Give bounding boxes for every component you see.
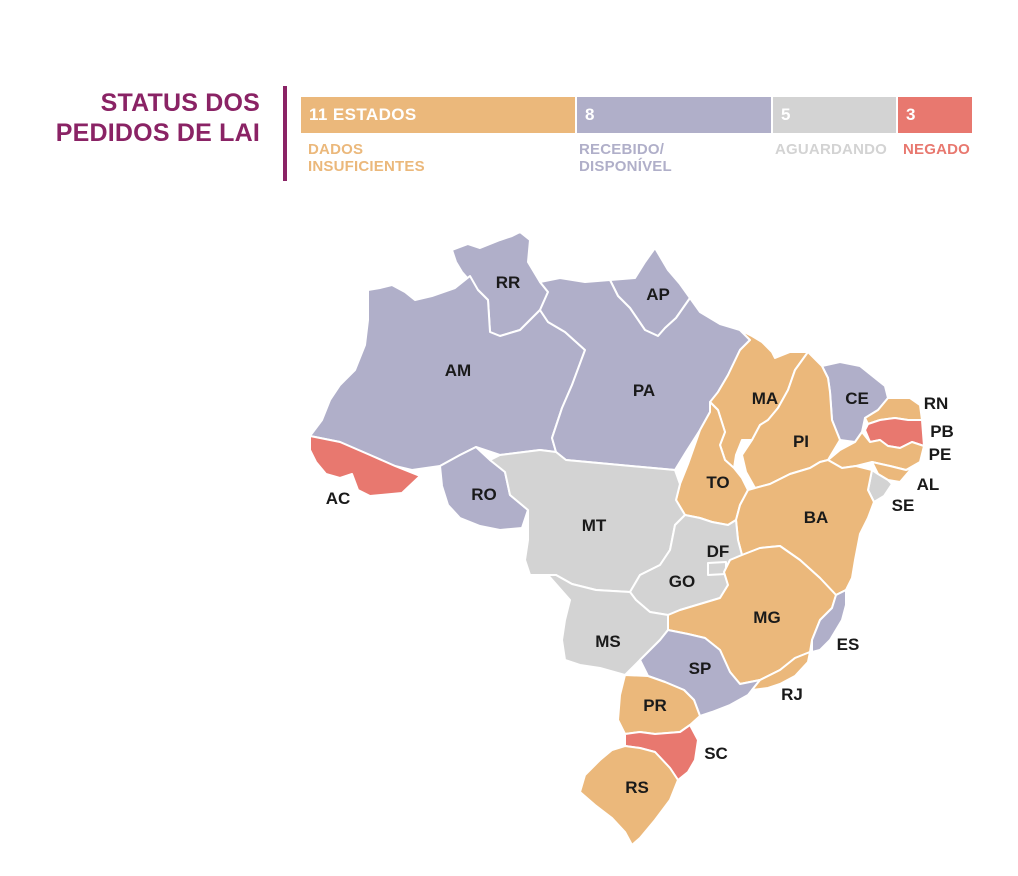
state-ro[interactable] (439, 446, 529, 531)
state-label-df: DF (707, 542, 730, 561)
state-label-mg: MG (753, 608, 780, 627)
state-es[interactable] (811, 589, 847, 653)
state-label-ap: AP (646, 285, 670, 304)
state-label-ac: AC (326, 489, 351, 508)
summary-label-line: RECEBIDO/ (579, 141, 665, 158)
state-label-es: ES (837, 635, 860, 654)
state-label-am: AM (445, 361, 471, 380)
state-label-pr: PR (643, 696, 667, 715)
chart-title: STATUS DOS PEDIDOS DE LAI (40, 88, 260, 148)
state-label-al: AL (917, 475, 940, 494)
state-label-ro: RO (471, 485, 497, 504)
summary-label-dados-insuficientes: DADOS INSUFICIENTES (308, 141, 425, 175)
state-rj[interactable] (751, 651, 811, 691)
state-ma[interactable] (709, 329, 809, 469)
summary-label-aguardando: AGUARDANDO (775, 141, 887, 158)
state-label-rn: RN (924, 394, 949, 413)
state-label-rj: RJ (781, 685, 803, 704)
title-divider (283, 86, 287, 181)
summary-label-line: NEGADO (903, 141, 971, 158)
state-label-to: TO (706, 473, 729, 492)
state-label-sp: SP (689, 659, 712, 678)
state-label-sc: SC (704, 744, 728, 763)
summary-segment-recebido-disponivel: 8 (577, 97, 771, 133)
summary-label-line: AGUARDANDO (775, 141, 887, 158)
state-label-se: SE (892, 496, 915, 515)
state-label-ms: MS (595, 632, 621, 651)
state-pe[interactable] (827, 431, 925, 471)
summary-label-line: INSUFICIENTES (308, 158, 425, 175)
summary-label-line: DISPONÍVEL (579, 158, 672, 175)
title-line-1: STATUS DOS (100, 89, 260, 117)
summary-label-line: DADOS (308, 141, 364, 158)
summary-segment-negado: 3 (898, 97, 972, 133)
state-label-pb: PB (930, 422, 954, 441)
summary-label-recebido-disponivel: RECEBIDO/ DISPONÍVEL (579, 141, 672, 175)
summary-segment-dados-insuficientes: 11 ESTADOS (301, 97, 575, 133)
state-label-pi: PI (793, 432, 809, 451)
state-label-ma: MA (752, 389, 778, 408)
state-label-pe: PE (929, 445, 952, 464)
state-label-pa: PA (633, 381, 655, 400)
state-label-mt: MT (582, 516, 607, 535)
state-rs[interactable] (579, 745, 679, 846)
summary-label-negado: NEGADO (903, 141, 970, 158)
state-label-rr: RR (496, 273, 521, 292)
state-label-go: GO (669, 572, 695, 591)
state-label-ce: CE (845, 389, 869, 408)
title-line-2: PEDIDOS DE LAI (55, 119, 260, 147)
summary-segment-aguardando: 5 (773, 97, 896, 133)
state-label-ba: BA (804, 508, 829, 527)
state-label-rs: RS (625, 778, 649, 797)
state-ac[interactable] (309, 435, 421, 497)
